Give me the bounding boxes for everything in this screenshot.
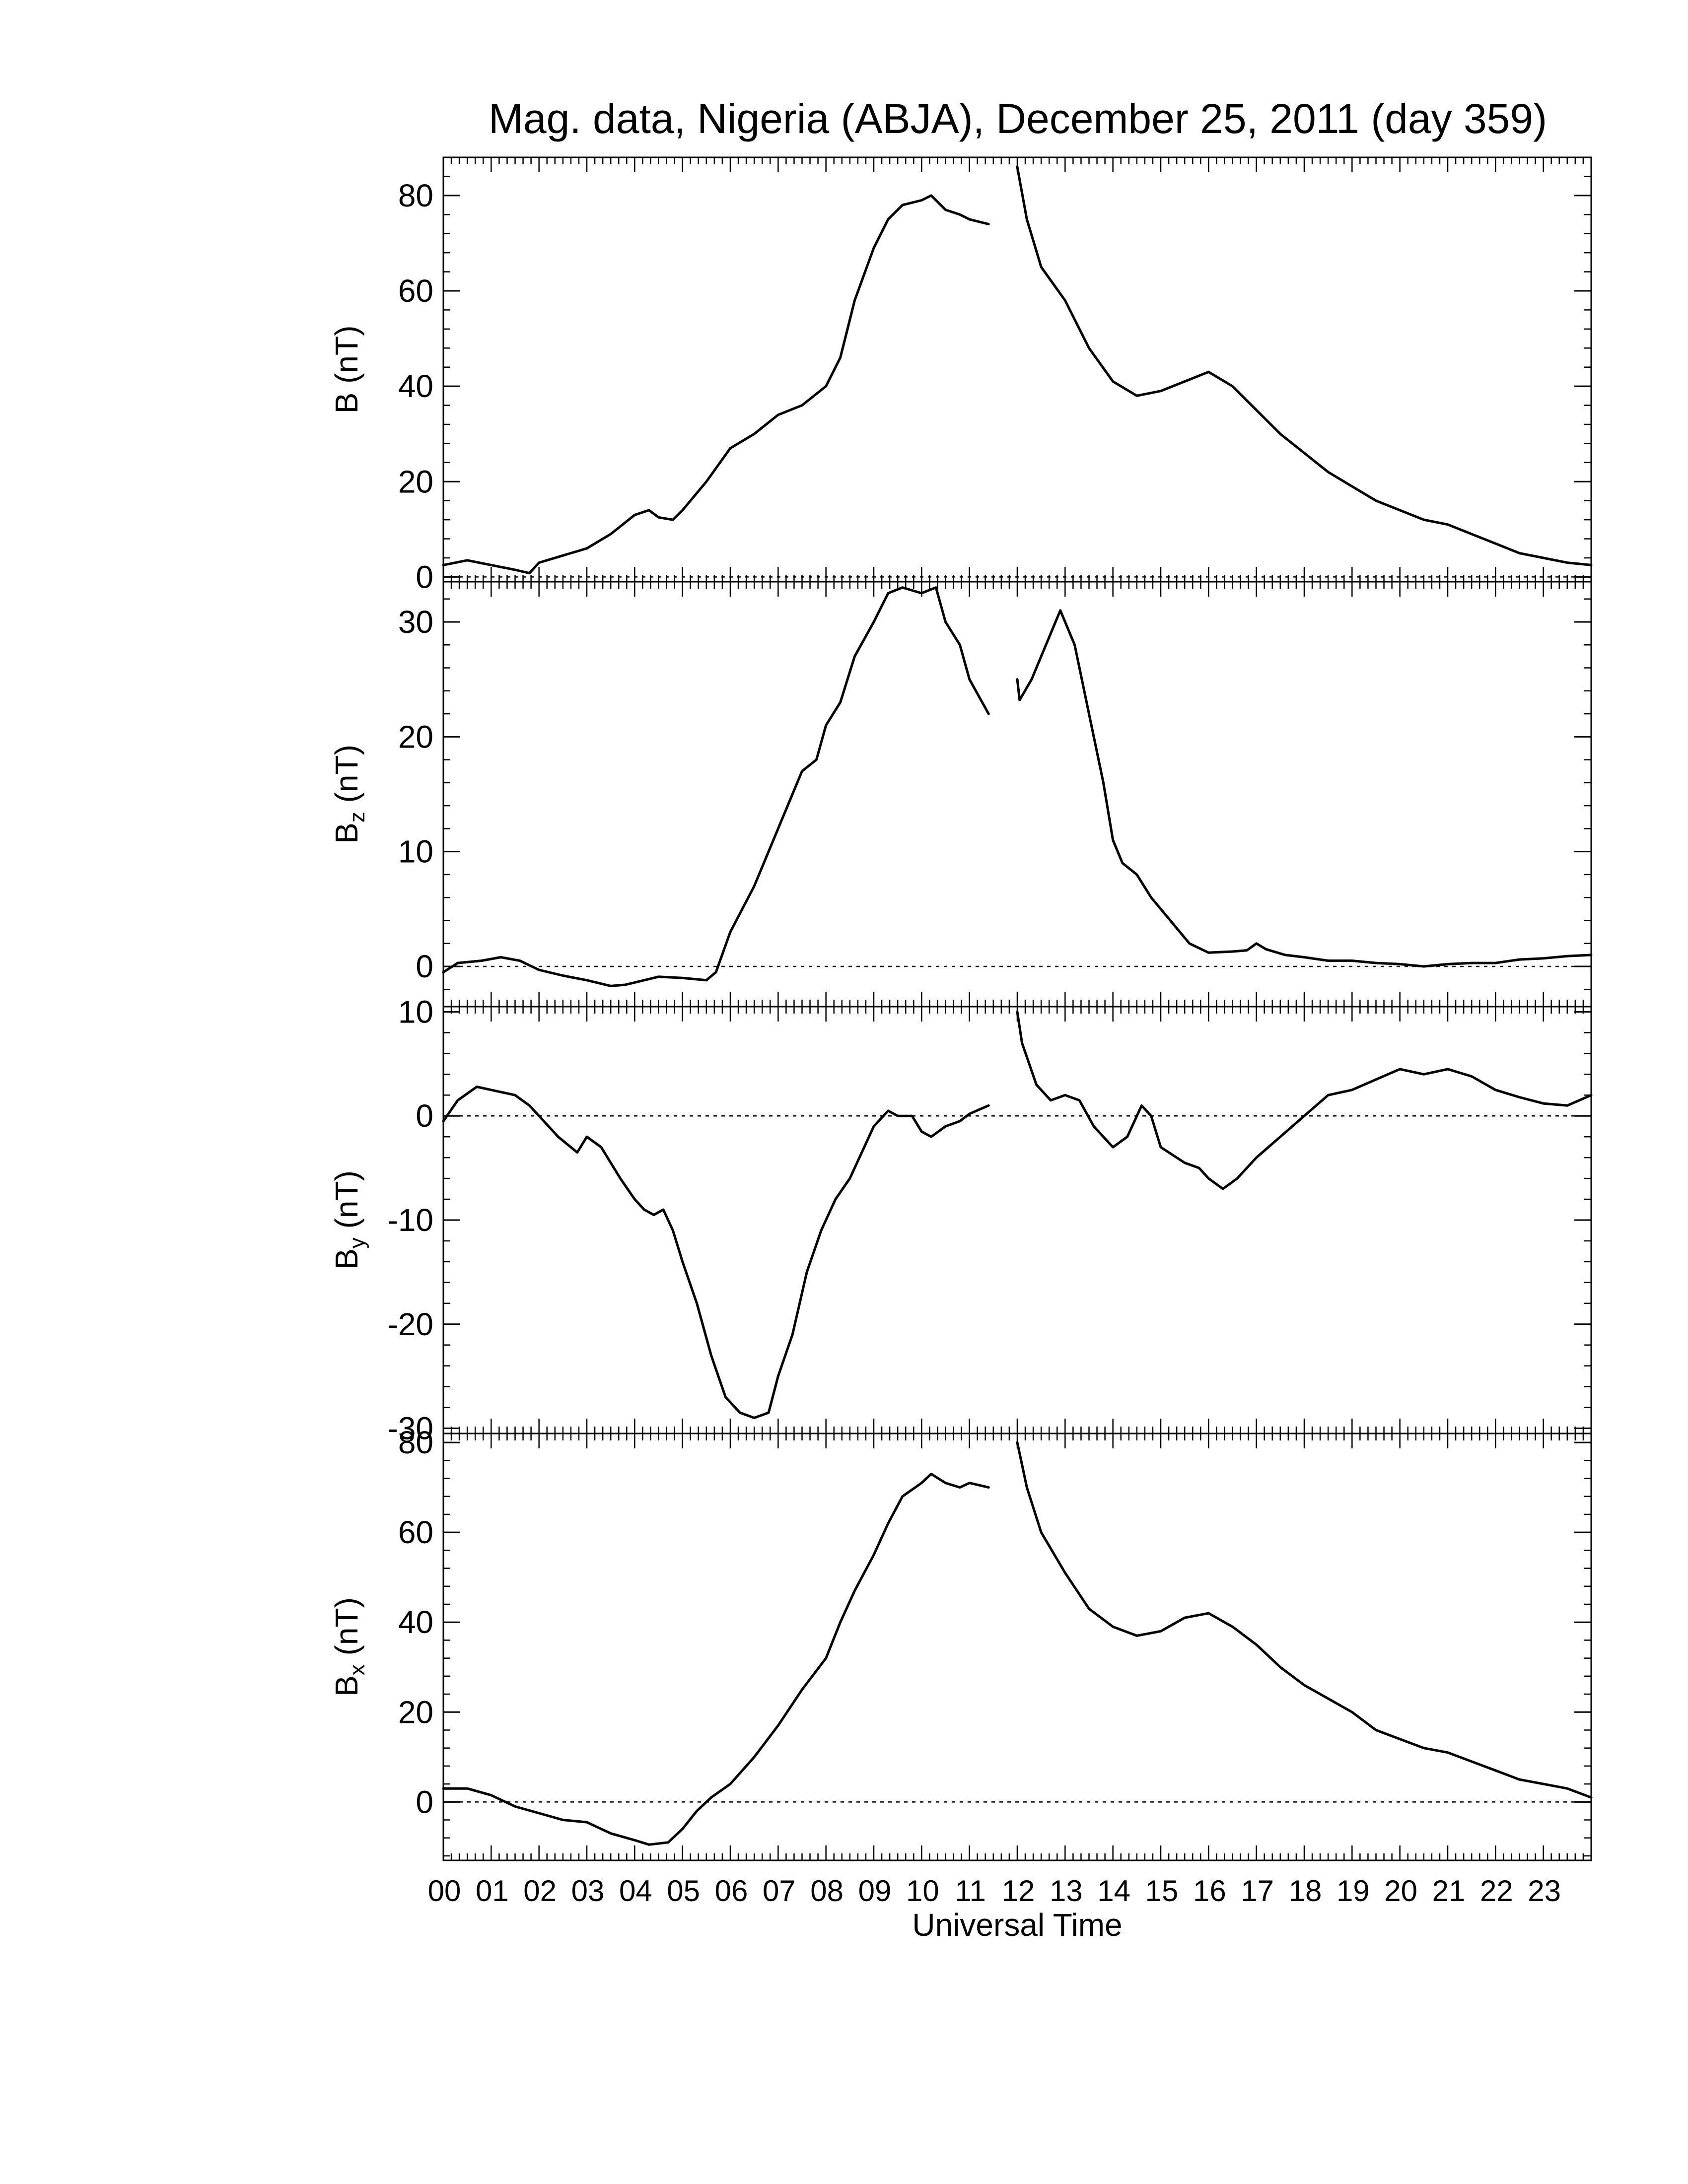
x-tick-label: 01 [476,1874,509,1908]
y-tick-label: 60 [398,273,433,309]
chart-title: Mag. data, Nigeria (ABJA), December 25, … [489,95,1547,142]
y-tick-label: -20 [388,1306,434,1342]
x-tick-label: 07 [763,1874,796,1908]
y-axis-label: B (nT) [329,326,364,414]
x-tick-label: 03 [571,1874,605,1908]
series-line-bz [442,586,990,987]
y-axis-label: Bz (nT) [329,745,369,844]
x-tick-label: 19 [1336,1874,1370,1908]
x-tick-label: 13 [1050,1874,1083,1908]
series-line-bx [1016,1441,1593,1799]
x-tick-label: 02 [523,1874,557,1908]
x-tick-label: 16 [1193,1874,1226,1908]
y-tick-label: 80 [398,1425,433,1460]
panel-frame [442,1006,1592,1434]
x-axis-label: Universal Time [912,1907,1122,1943]
y-axis-label: By (nT) [329,1170,369,1270]
y-tick-label: -10 [388,1202,434,1238]
series-line-bx [442,1473,990,1846]
x-tick-label: 10 [906,1874,939,1908]
y-tick-label: 20 [398,719,433,754]
panel-bz: 0 10 20 30 Bz (nT) [329,581,1593,1008]
panel-by: -30 -20 -10 0 10 By (nT) [329,994,1593,1446]
x-tick-label: 06 [715,1874,748,1908]
x-tick-label: 04 [619,1874,652,1908]
series-line-by [1016,1011,1593,1190]
panel-frame [442,581,1592,1008]
y-tick-label: 0 [416,949,433,984]
x-tick-label: 22 [1480,1874,1513,1908]
y-tick-label: 40 [398,1604,433,1640]
y-tick-label: 10 [398,834,433,870]
series-line-bz [1016,609,1593,968]
y-tick-label: -30 [388,1411,434,1446]
y-tick-label: 20 [398,1694,433,1730]
panels-group: 0 20 40 60 80 B (nT) 0 10 20 30 Bz (nT) -30 -20 -10 0 1… [329,156,1593,1861]
x-tick-label: 14 [1097,1874,1130,1908]
y-axis-label: Bx (nT) [329,1597,369,1697]
x-tick-label: 09 [858,1874,892,1908]
y-tick-label: 30 [398,604,433,640]
x-axis: 00 01 02 03 04 05 06 07 08 09 10 11 12 13 14 15 16 17 18 19… [428,1874,1561,1908]
y-tick-label: 80 [398,178,433,213]
panel-b: 0 20 40 60 80 B (nT) [329,156,1593,595]
y-tick-label: 20 [398,464,433,499]
y-tick-label: 0 [416,559,433,595]
x-tick-label: 17 [1241,1874,1274,1908]
y-tick-label: 0 [416,1098,433,1134]
y-tick-label: 40 [398,368,433,404]
x-tick-label: 20 [1384,1874,1417,1908]
series-line-by [442,1086,990,1419]
panel-bx: 0 20 40 60 80 Bx (nT) [329,1425,1593,1861]
x-tick-label: 18 [1289,1874,1322,1908]
series-line-b [442,194,990,575]
y-tick-label: 0 [416,1784,433,1820]
x-tick-label: 05 [667,1874,700,1908]
x-tick-label: 00 [428,1874,461,1908]
x-tick-label: 08 [810,1874,844,1908]
x-tick-label: 23 [1528,1874,1561,1908]
x-tick-label: 11 [955,1874,986,1908]
x-tick-label: 21 [1432,1874,1466,1908]
y-tick-label: 10 [398,994,433,1029]
y-tick-label: 60 [398,1514,433,1550]
panel-frame [442,1433,1592,1861]
series-line-b [1016,165,1593,566]
x-tick-label: 12 [1002,1874,1035,1908]
x-tick-label: 15 [1145,1874,1179,1908]
